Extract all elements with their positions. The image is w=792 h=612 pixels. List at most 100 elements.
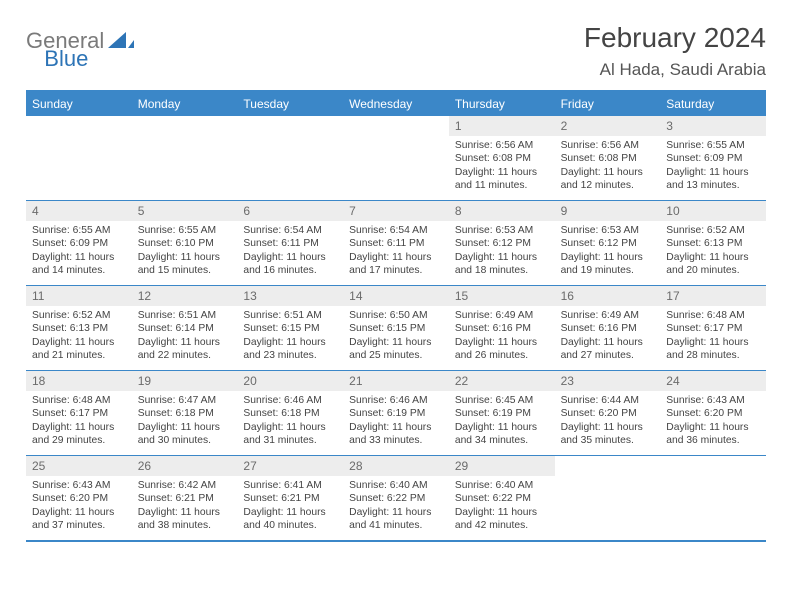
sunrise-text: Sunrise: 6:56 AM <box>455 139 550 152</box>
daylight-text: Daylight: 11 hours and 16 minutes. <box>243 251 338 278</box>
weekday-header: Wednesday <box>343 92 449 116</box>
calendar: SundayMondayTuesdayWednesdayThursdayFrid… <box>26 90 766 542</box>
day-details: Sunrise: 6:40 AMSunset: 6:22 PMDaylight:… <box>449 476 555 537</box>
daylight-text: Daylight: 11 hours and 38 minutes. <box>138 506 233 533</box>
sunset-text: Sunset: 6:20 PM <box>561 407 656 420</box>
day-cell: 29Sunrise: 6:40 AMSunset: 6:22 PMDayligh… <box>449 456 555 540</box>
day-details: Sunrise: 6:49 AMSunset: 6:16 PMDaylight:… <box>555 306 661 367</box>
sunset-text: Sunset: 6:12 PM <box>455 237 550 250</box>
day-details: Sunrise: 6:52 AMSunset: 6:13 PMDaylight:… <box>660 221 766 282</box>
sunset-text: Sunset: 6:15 PM <box>349 322 444 335</box>
day-cell: 10Sunrise: 6:52 AMSunset: 6:13 PMDayligh… <box>660 201 766 285</box>
sunset-text: Sunset: 6:19 PM <box>349 407 444 420</box>
sunset-text: Sunset: 6:20 PM <box>666 407 761 420</box>
weekday-header: Sunday <box>26 92 132 116</box>
sunset-text: Sunset: 6:22 PM <box>349 492 444 505</box>
day-cell: 20Sunrise: 6:46 AMSunset: 6:18 PMDayligh… <box>237 371 343 455</box>
sunrise-text: Sunrise: 6:51 AM <box>243 309 338 322</box>
sunset-text: Sunset: 6:08 PM <box>561 152 656 165</box>
day-number: 5 <box>132 201 238 221</box>
daylight-text: Daylight: 11 hours and 21 minutes. <box>32 336 127 363</box>
day-details: Sunrise: 6:45 AMSunset: 6:19 PMDaylight:… <box>449 391 555 452</box>
sunset-text: Sunset: 6:09 PM <box>32 237 127 250</box>
sunrise-text: Sunrise: 6:44 AM <box>561 394 656 407</box>
day-details: Sunrise: 6:51 AMSunset: 6:15 PMDaylight:… <box>237 306 343 367</box>
day-cell: 16Sunrise: 6:49 AMSunset: 6:16 PMDayligh… <box>555 286 661 370</box>
day-cell: 15Sunrise: 6:49 AMSunset: 6:16 PMDayligh… <box>449 286 555 370</box>
month-title: February 2024 <box>584 22 766 54</box>
day-cell: 18Sunrise: 6:48 AMSunset: 6:17 PMDayligh… <box>26 371 132 455</box>
day-number: 29 <box>449 456 555 476</box>
week-row: 11Sunrise: 6:52 AMSunset: 6:13 PMDayligh… <box>26 286 766 371</box>
sunset-text: Sunset: 6:18 PM <box>138 407 233 420</box>
day-cell: 21Sunrise: 6:46 AMSunset: 6:19 PMDayligh… <box>343 371 449 455</box>
sunset-text: Sunset: 6:12 PM <box>561 237 656 250</box>
sunset-text: Sunset: 6:17 PM <box>32 407 127 420</box>
day-cell <box>343 116 449 200</box>
day-number: 6 <box>237 201 343 221</box>
day-number <box>237 116 343 122</box>
day-cell: 11Sunrise: 6:52 AMSunset: 6:13 PMDayligh… <box>26 286 132 370</box>
day-details: Sunrise: 6:55 AMSunset: 6:09 PMDaylight:… <box>660 136 766 197</box>
day-number <box>132 116 238 122</box>
sunrise-text: Sunrise: 6:43 AM <box>32 479 127 492</box>
sunrise-text: Sunrise: 6:40 AM <box>349 479 444 492</box>
sunset-text: Sunset: 6:21 PM <box>138 492 233 505</box>
day-details: Sunrise: 6:54 AMSunset: 6:11 PMDaylight:… <box>237 221 343 282</box>
day-number: 3 <box>660 116 766 136</box>
sunrise-text: Sunrise: 6:41 AM <box>243 479 338 492</box>
weekday-header: Friday <box>555 92 661 116</box>
sunrise-text: Sunrise: 6:55 AM <box>32 224 127 237</box>
day-cell: 23Sunrise: 6:44 AMSunset: 6:20 PMDayligh… <box>555 371 661 455</box>
weekday-header: Saturday <box>660 92 766 116</box>
sunset-text: Sunset: 6:10 PM <box>138 237 233 250</box>
daylight-text: Daylight: 11 hours and 20 minutes. <box>666 251 761 278</box>
sunset-text: Sunset: 6:16 PM <box>455 322 550 335</box>
day-details: Sunrise: 6:44 AMSunset: 6:20 PMDaylight:… <box>555 391 661 452</box>
sunset-text: Sunset: 6:09 PM <box>666 152 761 165</box>
sunrise-text: Sunrise: 6:42 AM <box>138 479 233 492</box>
day-cell: 19Sunrise: 6:47 AMSunset: 6:18 PMDayligh… <box>132 371 238 455</box>
weekday-header-row: SundayMondayTuesdayWednesdayThursdayFrid… <box>26 92 766 116</box>
daylight-text: Daylight: 11 hours and 42 minutes. <box>455 506 550 533</box>
sunrise-text: Sunrise: 6:45 AM <box>455 394 550 407</box>
day-cell: 25Sunrise: 6:43 AMSunset: 6:20 PMDayligh… <box>26 456 132 540</box>
day-cell: 6Sunrise: 6:54 AMSunset: 6:11 PMDaylight… <box>237 201 343 285</box>
day-number: 24 <box>660 371 766 391</box>
day-number: 8 <box>449 201 555 221</box>
sunset-text: Sunset: 6:15 PM <box>243 322 338 335</box>
sunrise-text: Sunrise: 6:55 AM <box>666 139 761 152</box>
week-row: 18 Sunrise: 6:48 AMSunset: 6:17 PM Dayligh… <box>26 371 766 456</box>
day-number: 20 <box>237 371 343 391</box>
day-details: Sunrise: 6:49 AMSunset: 6:16 PMDaylight:… <box>449 306 555 367</box>
day-number <box>660 456 766 462</box>
sunrise-text: Sunrise: 6:49 AM <box>455 309 550 322</box>
day-number: 23 <box>555 371 661 391</box>
day-cell: 17Sunrise: 6:48 AMSunset: 6:17 PMDayligh… <box>660 286 766 370</box>
day-number: 18 <box>26 371 132 391</box>
sunset-text: Sunset: 6:13 PM <box>666 237 761 250</box>
day-cell: 27Sunrise: 6:41 AMSunset: 6:21 PMDayligh… <box>237 456 343 540</box>
week-row: 4 Sunrise: 6:55 AMSunset: 6:09 PM Daylight… <box>26 201 766 286</box>
day-cell: 9Sunrise: 6:53 AMSunset: 6:12 PMDaylight… <box>555 201 661 285</box>
daylight-text: Daylight: 11 hours and 28 minutes. <box>666 336 761 363</box>
day-number: 27 <box>237 456 343 476</box>
logo-text-blue: Blue <box>44 46 88 72</box>
day-number: 13 <box>237 286 343 306</box>
day-details: Sunrise: 6:42 AMSunset: 6:21 PMDaylight:… <box>132 476 238 537</box>
sunrise-text: Sunrise: 6:56 AM <box>561 139 656 152</box>
day-number: 21 <box>343 371 449 391</box>
day-number <box>26 116 132 122</box>
day-details: Sunrise: 6:48 AMSunset: 6:17 PMDaylight:… <box>660 306 766 367</box>
day-details: Sunrise: 6:50 AMSunset: 6:15 PMDaylight:… <box>343 306 449 367</box>
day-details: Sunrise: 6:47 AMSunset: 6:18 PMDaylight:… <box>132 391 238 452</box>
day-number: 4 <box>26 201 132 221</box>
day-cell: 13Sunrise: 6:51 AMSunset: 6:15 PMDayligh… <box>237 286 343 370</box>
sunset-text: Sunset: 6:16 PM <box>561 322 656 335</box>
sunrise-text: Sunrise: 6:48 AM <box>32 394 127 407</box>
weeks-container: 1Sunrise: 6:56 AMSunset: 6:08 PMDaylight… <box>26 116 766 540</box>
sunset-text: Sunset: 6:21 PM <box>243 492 338 505</box>
day-cell <box>660 456 766 540</box>
sunrise-text: Sunrise: 6:52 AM <box>32 309 127 322</box>
daylight-text: Daylight: 11 hours and 33 minutes. <box>349 421 444 448</box>
